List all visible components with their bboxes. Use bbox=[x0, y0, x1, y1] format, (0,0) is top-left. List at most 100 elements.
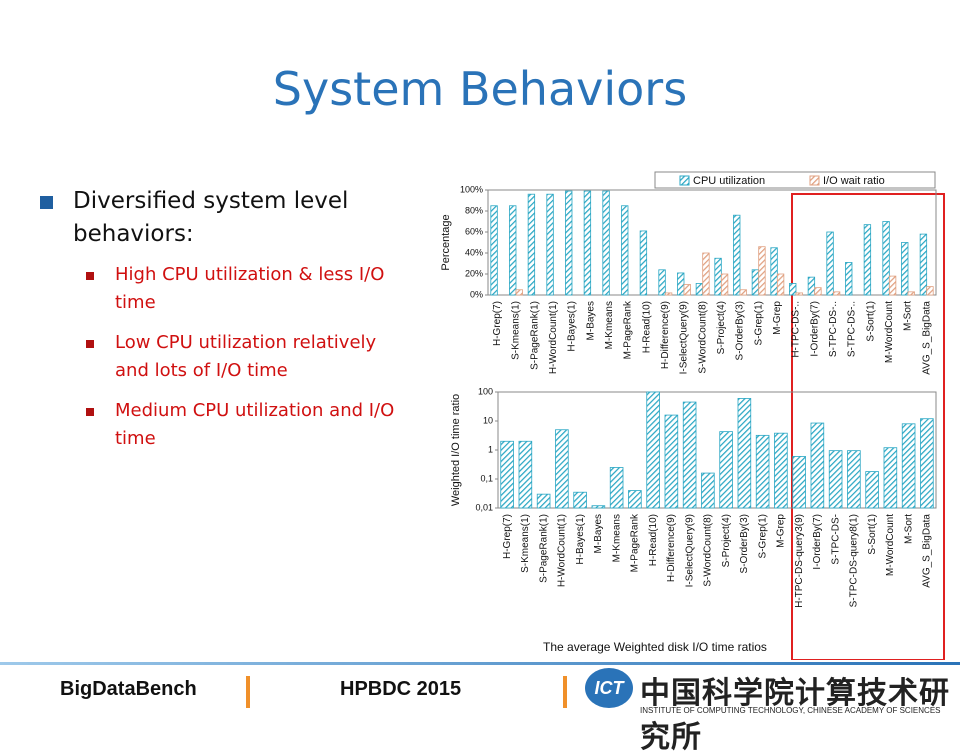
x-tick-label: M-Bayes bbox=[593, 514, 604, 553]
x-tick-label: S-OrderBy(3) bbox=[739, 514, 750, 573]
x-tick-label: H-Read(10) bbox=[648, 514, 659, 566]
x-tick-label: I-OrderBy(7) bbox=[809, 301, 820, 357]
bar bbox=[646, 391, 660, 509]
x-tick-label: H-Difference(9) bbox=[666, 514, 677, 582]
bar bbox=[733, 214, 741, 296]
bar bbox=[863, 224, 872, 296]
footer-left: BigDataBench bbox=[60, 678, 197, 700]
logo-subtext: INSTITUTE OF COMPUTING TECHNOLOGY, CHINE… bbox=[640, 706, 941, 715]
y-tick-label: 0,1 bbox=[480, 473, 493, 483]
x-tick-label: S-WordCount(8) bbox=[703, 514, 714, 587]
legend-label: I/O wait ratio bbox=[823, 175, 885, 187]
x-tick-label: H-Grep(7) bbox=[502, 514, 513, 559]
bar bbox=[770, 247, 778, 296]
logo-mark: ICT bbox=[585, 668, 633, 708]
y-tick-label: 40% bbox=[465, 247, 483, 257]
x-tick-label: S-Grep(1) bbox=[757, 514, 768, 558]
bar bbox=[901, 423, 916, 509]
bar bbox=[792, 456, 806, 509]
x-tick-label: S-WordCount(8) bbox=[697, 301, 708, 374]
bar bbox=[828, 450, 843, 509]
x-tick-label: S-TPC-DS-.. bbox=[847, 301, 858, 357]
x-tick-label: S-TPC-DS- bbox=[830, 514, 841, 565]
bar bbox=[664, 292, 673, 296]
y-axis-label: Weighted I/O time ratio bbox=[450, 394, 462, 506]
bar bbox=[658, 269, 666, 296]
bar bbox=[677, 272, 685, 296]
charts: The average Weighted disk I/O time ratio… bbox=[440, 171, 945, 660]
bar bbox=[758, 246, 766, 296]
x-tick-label: M-WordCount bbox=[884, 301, 895, 363]
bar bbox=[527, 193, 536, 296]
bar bbox=[814, 287, 822, 296]
bar bbox=[807, 276, 816, 296]
sub-bullet: Medium CPU utilization and I/O time bbox=[40, 397, 405, 453]
x-tick-label: M-Bayes bbox=[585, 301, 596, 340]
x-tick-label: M-PageRank bbox=[630, 513, 641, 572]
bar bbox=[776, 273, 785, 296]
x-tick-label: M-Kmeans bbox=[604, 301, 615, 349]
separator bbox=[246, 676, 250, 708]
bar bbox=[628, 490, 642, 509]
x-tick-label: S-Project(4) bbox=[716, 301, 727, 354]
legend-label: CPU utilization bbox=[693, 175, 765, 187]
x-tick-label: S-Sort(1) bbox=[865, 301, 876, 342]
bar bbox=[907, 291, 915, 296]
slide: System Behaviors Diversified system leve… bbox=[0, 62, 960, 755]
x-tick-label: S-Sort(1) bbox=[867, 514, 878, 555]
bar bbox=[518, 440, 533, 509]
x-tick-label: AVG_S_BigData bbox=[922, 514, 933, 588]
x-tick-label: M-Kmeans bbox=[611, 514, 622, 562]
bar bbox=[509, 205, 517, 296]
footer-line bbox=[0, 662, 960, 665]
bar bbox=[737, 398, 752, 509]
y-tick-label: 10 bbox=[483, 415, 493, 425]
x-tick-label: H-TPC-DS-query3(9) bbox=[794, 514, 805, 608]
x-tick-label: S-PageRank(1) bbox=[538, 514, 549, 583]
bar bbox=[536, 493, 551, 509]
bar bbox=[591, 505, 606, 509]
legend-box bbox=[654, 171, 936, 189]
bar bbox=[755, 434, 770, 509]
x-tick-label: M-Sort bbox=[903, 301, 914, 331]
bar bbox=[883, 447, 898, 509]
bar bbox=[826, 231, 834, 296]
x-tick-label: S-TPC-DS-query8(1) bbox=[849, 514, 860, 607]
x-tick-label: S-Kmeans(1) bbox=[511, 301, 522, 360]
x-tick-label: S-TPC-DS-.. bbox=[828, 301, 839, 357]
bar bbox=[888, 275, 897, 296]
bar bbox=[701, 472, 715, 509]
bar bbox=[682, 401, 697, 509]
x-tick-label: H-TPC-DS-.. bbox=[791, 301, 802, 358]
bar bbox=[865, 471, 879, 509]
x-tick-label: H-Read(10) bbox=[641, 301, 652, 353]
bar bbox=[901, 242, 909, 296]
y-tick-label: 80% bbox=[465, 205, 483, 215]
bar bbox=[602, 190, 610, 296]
x-tick-label: S-PageRank(1) bbox=[529, 301, 540, 370]
x-tick-label: S-Grep(1) bbox=[753, 301, 764, 345]
x-tick-label: S-OrderBy(3) bbox=[735, 301, 746, 360]
y-tick-label: 0% bbox=[470, 289, 483, 299]
y-tick-label: 100% bbox=[460, 184, 483, 194]
x-tick-label: I-SelectQuery(9) bbox=[679, 301, 690, 374]
y-tick-label: 20% bbox=[465, 268, 483, 278]
x-tick-label: M-PageRank bbox=[623, 300, 634, 359]
x-tick-label: H-WordCount(1) bbox=[548, 301, 559, 374]
x-tick-label: M-WordCount bbox=[885, 514, 896, 576]
y-axis-label: Percentage bbox=[440, 214, 452, 270]
bar bbox=[751, 269, 760, 296]
bar bbox=[920, 418, 934, 509]
bar bbox=[555, 429, 569, 509]
x-tick-label: H-Bayes(1) bbox=[567, 301, 578, 352]
bar bbox=[926, 286, 934, 296]
x-tick-label: S-Project(4) bbox=[721, 514, 732, 567]
bar bbox=[546, 193, 554, 296]
sub-bullet: Low CPU utilization relatively and lots … bbox=[40, 329, 405, 385]
x-tick-label: H-Difference(9) bbox=[660, 301, 671, 369]
x-tick-label: S-Kmeans(1) bbox=[520, 514, 531, 573]
bar bbox=[490, 205, 498, 296]
legend-swatch bbox=[809, 175, 820, 186]
bar bbox=[795, 292, 803, 296]
bar bbox=[702, 252, 710, 296]
